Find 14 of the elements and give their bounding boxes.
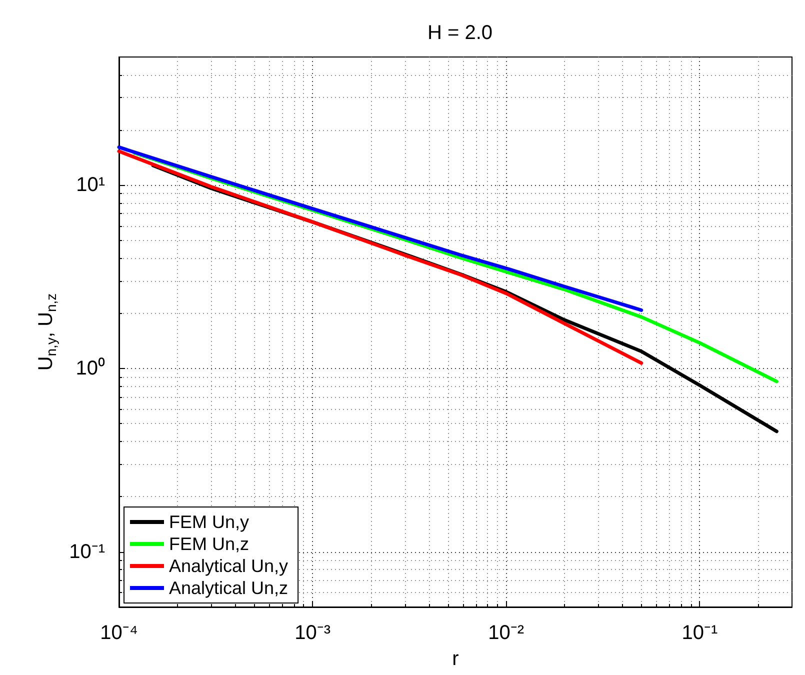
x-tick-label: 10⁻² xyxy=(488,622,524,644)
y-tick-label: 10⁻¹ xyxy=(69,540,106,563)
x-tick-label: 10⁻⁴ xyxy=(100,622,138,644)
legend-label: FEM Un,y xyxy=(169,512,250,532)
x-tick-label: 10⁻³ xyxy=(294,622,331,644)
legend-label: Analytical Un,y xyxy=(169,556,288,576)
x-tick-label: 10⁻¹ xyxy=(682,622,718,644)
y-axis-title: Un,y, Un,z xyxy=(35,293,60,371)
y-tick-label: 10¹ xyxy=(76,174,106,196)
chart-title: H = 2.0 xyxy=(427,22,493,44)
x-axis-title: r xyxy=(452,648,460,670)
y-tick-label: 10⁰ xyxy=(76,356,105,380)
legend-label: Analytical Un,z xyxy=(169,578,288,598)
legend-label: FEM Un,z xyxy=(169,534,250,554)
